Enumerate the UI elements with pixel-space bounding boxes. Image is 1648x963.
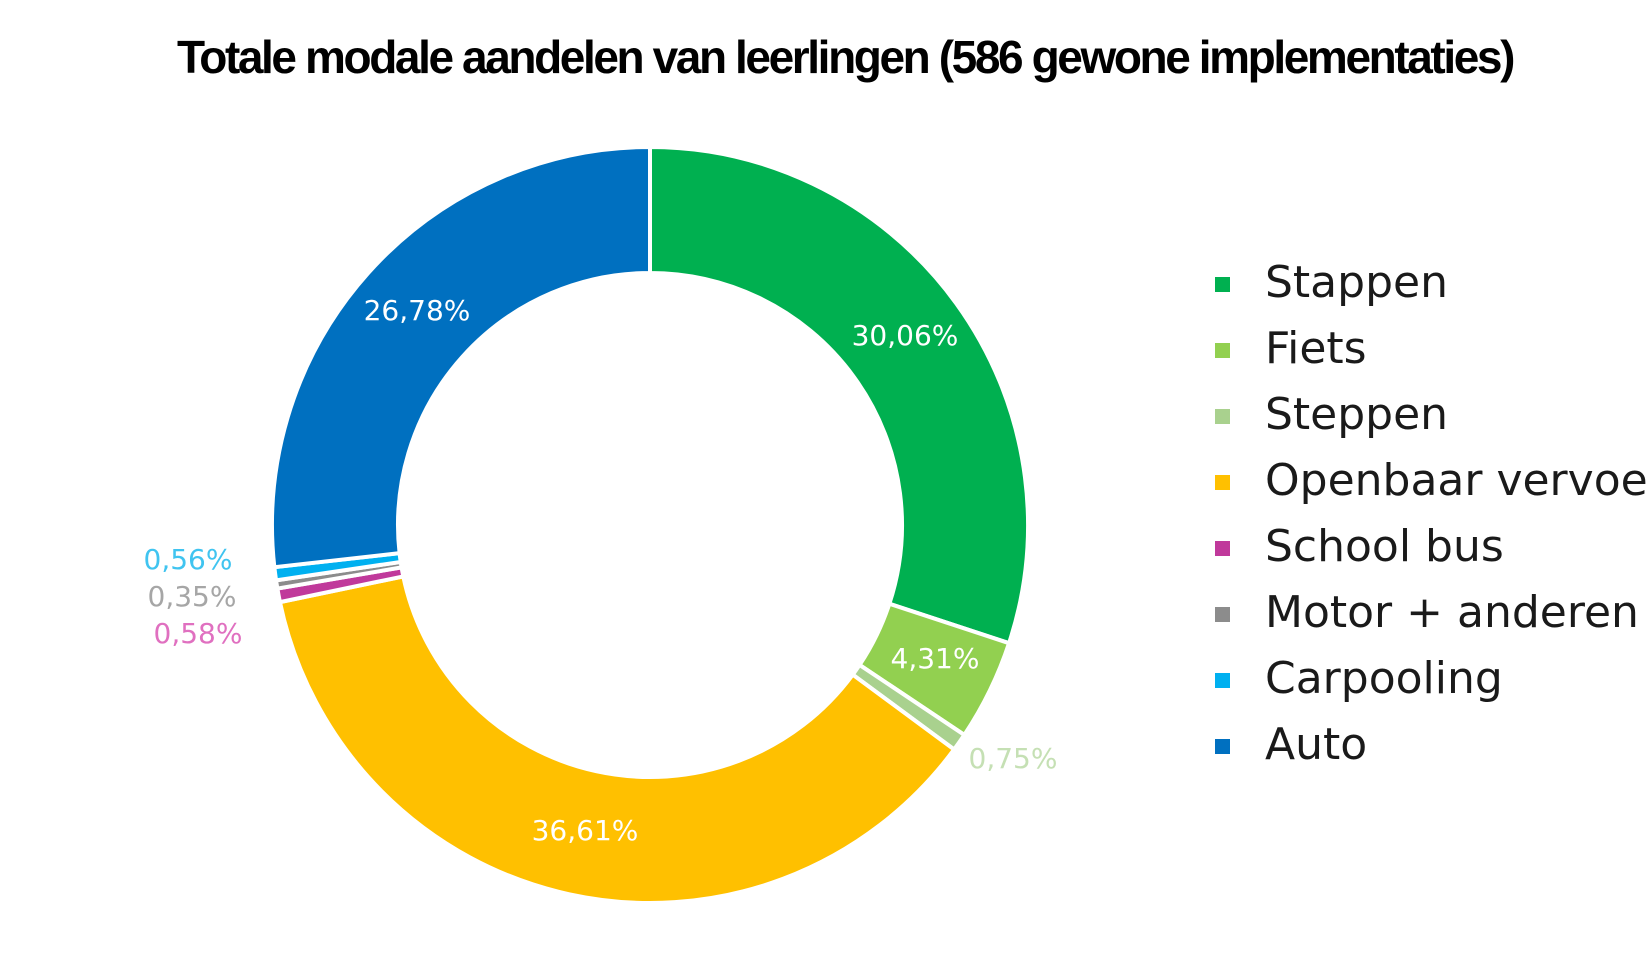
legend-swatch (1215, 475, 1230, 490)
slice-auto (270, 144, 652, 570)
slice-stappen (648, 144, 1030, 646)
legend-label: Carpooling (1265, 653, 1503, 704)
legend-swatch (1215, 673, 1230, 688)
legend-item-openbaar-vervoer: Openbaar vervoer (1215, 453, 1648, 519)
legend-swatch (1215, 541, 1230, 556)
legend-item-stappen: Stappen (1215, 255, 1645, 321)
donut-labels: 30,06% 4,31% 0,75% 36,61% 0,58% 0,35% 0,56% 26,… (144, 294, 1058, 847)
data-label-motor-anderen: 0,35% (148, 580, 237, 613)
legend-swatch (1215, 343, 1230, 358)
legend-label: Motor + anderen (1265, 587, 1639, 638)
legend-item-school-bus: School bus (1215, 519, 1645, 585)
data-label-school-bus: 0,58% (154, 617, 243, 650)
legend-label: Fiets (1265, 323, 1367, 374)
legend-item-fiets: Fiets (1215, 321, 1645, 387)
slice-openbaar-vervoer (277, 574, 957, 905)
legend-swatch (1215, 277, 1230, 292)
legend-item-carpooling: Carpooling (1215, 651, 1645, 717)
data-label-steppen: 0,75% (969, 742, 1058, 775)
legend-label: Steppen (1265, 389, 1449, 440)
legend-item-auto: Auto (1215, 717, 1645, 783)
legend: Stappen Fiets Steppen Openbaar vervoer Schoo… (1215, 255, 1648, 783)
data-label-auto: 26,78% (364, 294, 471, 327)
data-label-fiets: 4,31% (891, 642, 980, 675)
legend-label: Auto (1265, 719, 1368, 770)
legend-item-motor-anderen: Motor + anderen (1215, 585, 1645, 651)
chart-title: Totale modale aandelen van leerlingen (5… (176, 31, 1515, 83)
legend-swatch (1215, 409, 1230, 424)
legend-label: School bus (1265, 521, 1504, 572)
legend-label: Openbaar vervoer (1265, 455, 1648, 506)
data-label-carpooling: 0,56% (144, 543, 233, 576)
legend-label: Stappen (1265, 257, 1448, 308)
donut-slices (270, 144, 1030, 905)
legend-swatch (1215, 739, 1230, 754)
legend-swatch (1215, 607, 1230, 622)
data-label-openbaar-vervoer: 36,61% (532, 814, 639, 847)
legend-item-steppen: Steppen (1215, 387, 1645, 453)
data-label-stappen: 30,06% (852, 319, 959, 352)
